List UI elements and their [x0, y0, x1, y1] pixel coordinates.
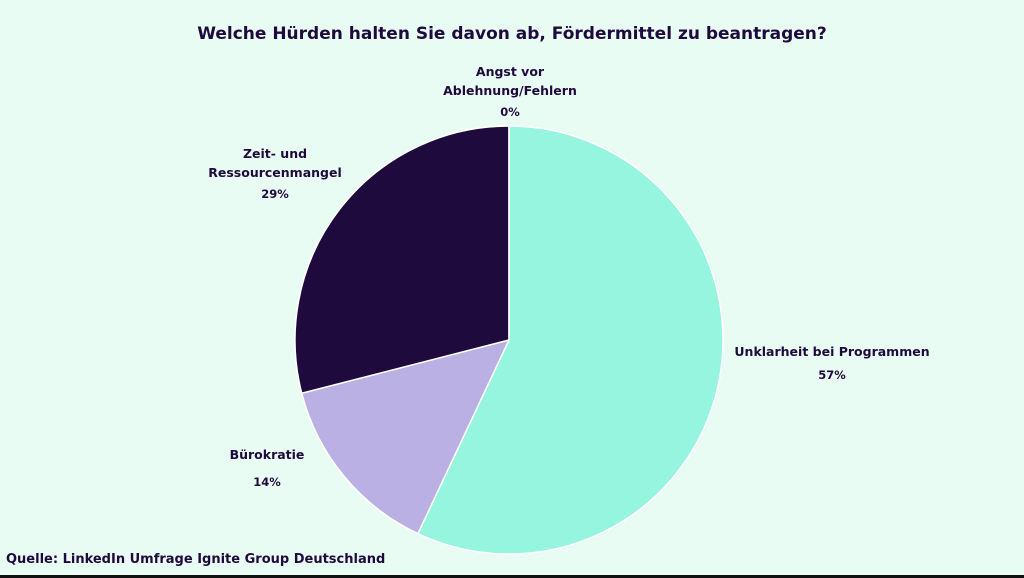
chart-title: Welche Hürden halten Sie davon ab, Förde…: [197, 24, 827, 44]
bottom-bar: [0, 575, 1024, 578]
pie-slice: [416, 125, 724, 555]
pie-slice: [294, 125, 510, 395]
slice-label: Unklarheit bei Programmen: [734, 344, 930, 359]
slice-label: Zeit- und Ressourcenmangel: [208, 146, 342, 180]
slice-label: Bürokratie: [229, 447, 305, 462]
value-label: 0%: [500, 105, 520, 119]
value-label: 14%: [253, 475, 281, 489]
source: Quelle: LinkedIn Umfrage Ignite Group De…: [6, 552, 386, 567]
pie-slice: [300, 338, 511, 535]
value-label: 29%: [261, 187, 289, 201]
slice-label: Angst vor Ablehnung/Fehlern: [443, 64, 577, 98]
value-label: 57%: [818, 368, 846, 382]
